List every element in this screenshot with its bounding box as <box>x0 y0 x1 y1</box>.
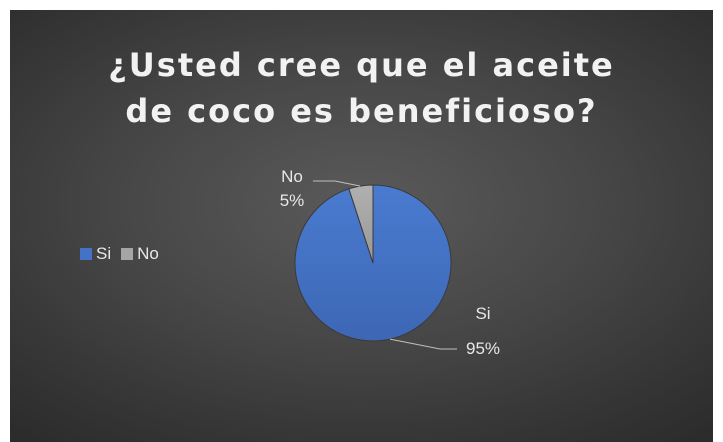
legend-swatch-no <box>121 248 134 260</box>
leader-line-si <box>389 338 457 350</box>
legend-item-si: Si <box>80 244 111 264</box>
pie-chart: Si 95% No 5% <box>280 167 500 358</box>
data-label-percent-si: 95% <box>466 339 500 358</box>
legend-item-no: No <box>121 244 159 264</box>
pie-slice-no <box>348 184 374 264</box>
data-label-category-no: No <box>281 167 303 186</box>
legend-label-si: Si <box>96 244 112 263</box>
legend-swatch-si <box>80 248 92 260</box>
leader-line-no <box>313 180 361 187</box>
chart-title: ¿Usted cree que el aceite de coco es ben… <box>108 46 615 130</box>
chart-area: ¿Usted cree que el aceite de coco es ben… <box>10 10 713 442</box>
chart-legend: Si No <box>80 244 159 264</box>
data-label-category-si: Si <box>475 304 490 323</box>
legend-label-no: No <box>137 244 159 263</box>
data-label-percent-no: 5% <box>280 191 305 210</box>
